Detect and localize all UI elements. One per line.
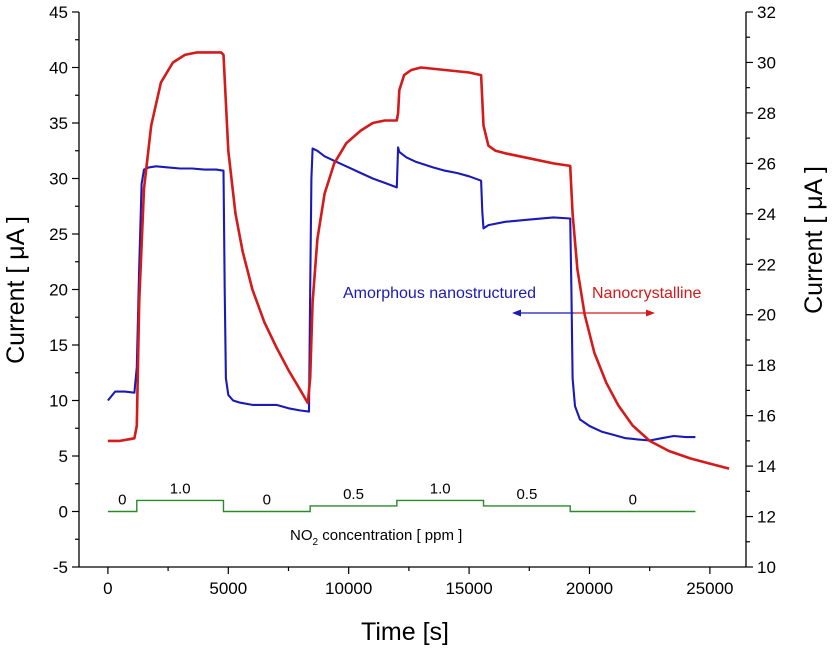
concentration-step-label: 0	[118, 492, 126, 509]
nanocrystalline-series-label: Nanocrystalline	[592, 285, 701, 302]
concentration-step-label: 0	[263, 492, 271, 509]
right-tick-label: 28	[757, 104, 776, 123]
left-tick-label: 20	[49, 281, 68, 300]
x-tick-label: 20000	[566, 579, 613, 598]
x-axis-title: Time [s]	[361, 618, 449, 646]
left-y-axis-title: Current [ μA ]	[2, 216, 30, 364]
x-tick-label: 10000	[325, 579, 372, 598]
concentration-step-label: 1.0	[430, 480, 451, 497]
right-tick-label: 22	[757, 255, 776, 274]
right-tick-label: 20	[757, 306, 776, 325]
left-tick-label: -5	[53, 558, 68, 577]
x-tick-label: 0	[103, 579, 112, 598]
right-tick-label: 14	[757, 457, 776, 476]
concentration-steps: 0 1.0 0 0.5 1.0 0.5 0	[107, 480, 696, 513]
left-tick-label: 40	[49, 59, 68, 78]
left-tick-label: 35	[49, 114, 68, 133]
left-tick-label: 25	[49, 225, 68, 244]
right-y-axis-title: Current [ μA ]	[800, 166, 828, 314]
left-tick-label: 10	[49, 392, 68, 411]
left-tick-label: 30	[49, 170, 68, 189]
right-tick-label: 12	[757, 508, 776, 527]
right-tick-label: 18	[757, 356, 776, 375]
left-y-axis-ticks: -5 0 5 10 15 20 25 30 35 40 45	[49, 3, 79, 577]
left-axis-arrow	[512, 309, 574, 317]
x-tick-label: 15000	[445, 579, 492, 598]
left-tick-label: 15	[49, 336, 68, 355]
right-tick-label: 30	[757, 53, 776, 72]
concentration-step-label: 0.5	[343, 486, 364, 503]
x-tick-label: 5000	[209, 579, 247, 598]
x-axis-ticks: 0 5000 10000 15000 20000 25000	[103, 567, 734, 598]
right-axis-arrow	[574, 309, 655, 317]
left-tick-label: 0	[59, 503, 68, 522]
nanocrystalline-series-line	[107, 51, 730, 470]
left-tick-label: 45	[49, 3, 68, 22]
data-series	[107, 51, 730, 470]
right-tick-label: 24	[757, 205, 776, 224]
concentration-label: NO2 concentration [ ppm ]	[290, 527, 462, 548]
right-tick-label: 10	[757, 558, 776, 577]
right-y-axis-ticks: 10 12 14 16 18 20 22 24 26 28 30 32	[746, 3, 776, 577]
amorphous-series-label: Amorphous nanostructured	[343, 285, 536, 302]
concentration-step-line	[107, 499, 696, 513]
right-tick-label: 26	[757, 154, 776, 173]
concentration-step-label: 0.5	[516, 486, 537, 503]
right-tick-label: 16	[757, 407, 776, 426]
x-tick-label: 25000	[686, 579, 733, 598]
amorphous-nanostructured-series-line	[107, 146, 696, 442]
concentration-step-label: 1.0	[170, 480, 191, 497]
right-tick-label: 32	[757, 3, 776, 22]
concentration-step-label: 0	[629, 492, 637, 509]
left-tick-label: 5	[59, 447, 68, 466]
